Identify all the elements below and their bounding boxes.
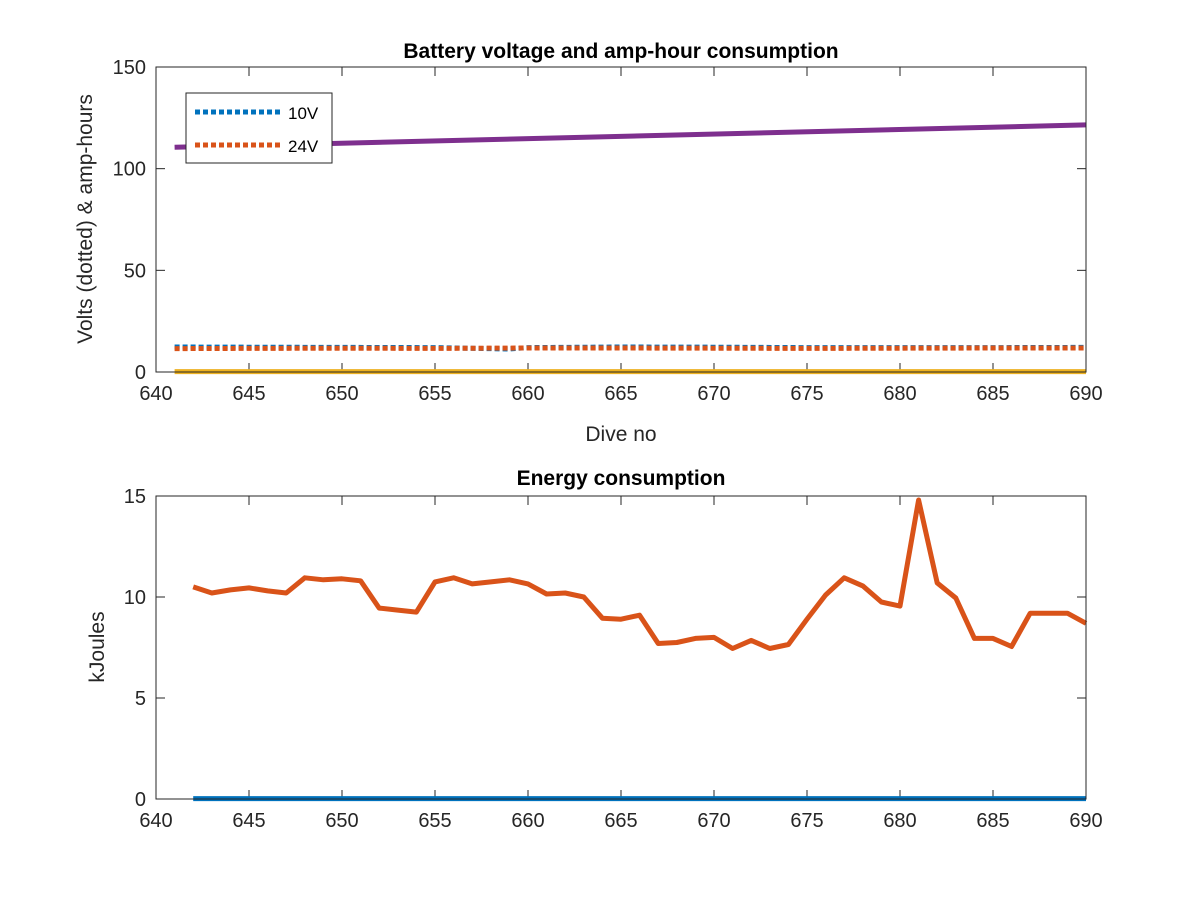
legend-box [185,92,333,164]
legend-label-24v: 24V [288,137,319,156]
x-tick-label: 670 [697,810,730,832]
y-tick-label: 5 [135,688,146,710]
x-tick-label: 665 [604,383,637,405]
chart-title: Battery voltage and amp-hour consumption [403,40,838,63]
y-tick-label: 150 [113,57,146,79]
x-tick-label: 675 [790,383,823,405]
y-tick-label: 0 [135,789,146,811]
y-tick-label: 50 [124,260,146,282]
series-line-24v [174,345,1086,352]
plot-area [156,496,1086,799]
x-tick-label: 680 [883,383,916,405]
y-tick-label: 100 [113,159,146,181]
y-axis-label: Volts (dotted) & amp-hours [74,94,97,344]
x-tick-label: 655 [418,810,451,832]
x-tick-label: 650 [325,810,358,832]
plot-energy-consumption: 640 645 650 655 660 665 670 675 680 685 690 0 5 10 15… [86,467,1103,832]
x-tick-label: 645 [232,383,265,405]
x-tick-label: 685 [976,810,1009,832]
y-tick-label: 15 [124,486,146,508]
x-tick-label: 650 [325,383,358,405]
y-tick-label: 10 [124,587,146,609]
chart-title: Energy consumption [517,467,726,490]
x-tick-label: 680 [883,810,916,832]
x-tick-label: 690 [1069,383,1102,405]
x-tick-label: 655 [418,383,451,405]
x-tick-label: 685 [976,383,1009,405]
x-tick-label: 660 [511,383,544,405]
x-tick-label: 660 [511,810,544,832]
x-tick-label: 675 [790,810,823,832]
legend-label-10v: 10V [288,104,319,123]
x-tick-label: 640 [139,383,172,405]
x-tick-label: 670 [697,383,730,405]
x-tick-label: 640 [139,810,172,832]
x-axis-label: Dive no [585,423,656,446]
legend: 10V 24V [185,92,333,164]
plot-battery-voltage: 640 645 650 655 660 665 670 675 680 685 690 0 50 100… [74,40,1103,446]
x-tick-label: 690 [1069,810,1102,832]
axes-frame [155,66,1087,373]
x-tick-label: 645 [232,810,265,832]
x-tick-label: 665 [604,810,637,832]
y-tick-label: 0 [135,362,146,384]
y-axis-label: kJoules [86,611,109,682]
axes-frame [155,495,1087,800]
series-line-series-1 [192,497,1088,651]
